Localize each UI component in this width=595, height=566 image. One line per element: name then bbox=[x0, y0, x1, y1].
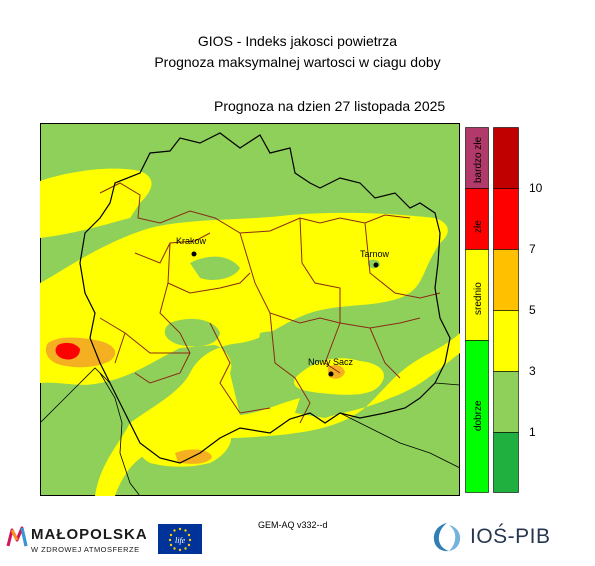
city-krakow: Krakow bbox=[176, 236, 207, 257]
scale-tick: 3 bbox=[529, 364, 536, 378]
malopolska-logo-icon bbox=[6, 526, 28, 547]
scale-step bbox=[493, 249, 519, 311]
city-label-tarnow: Tarnow bbox=[360, 249, 390, 259]
neighbor-borders bbox=[40, 367, 460, 496]
forecast-map: Krakow Tarnow Nowy Sacz bbox=[40, 123, 460, 496]
category-legend: bardzo złe złe srednio dobrze bbox=[465, 127, 489, 493]
map-subtitle: Prognoza maksymalnej wartosci w ciagu do… bbox=[154, 54, 441, 70]
region-border bbox=[79, 132, 451, 464]
city-label-krakow: Krakow bbox=[176, 236, 207, 246]
model-version: GEM-AQ v332--d bbox=[258, 520, 328, 530]
pollution-zone-green bbox=[190, 256, 240, 280]
city-tarnow: Tarnow bbox=[360, 249, 390, 268]
scale-tick: 7 bbox=[529, 242, 536, 256]
pollution-zone-red bbox=[55, 342, 80, 360]
forecast-label: Prognoza na dzien bbox=[214, 98, 331, 114]
malopolska-name: MAŁOPOLSKA bbox=[31, 526, 148, 543]
eu-life-text: life bbox=[175, 536, 186, 545]
color-scale bbox=[493, 127, 519, 493]
pollution-zone-green bbox=[164, 318, 220, 347]
pollution-zone-green bbox=[258, 331, 291, 353]
city-label-nowy-sacz: Nowy Sacz bbox=[308, 357, 354, 367]
ios-pib-logo-icon bbox=[433, 523, 461, 552]
scale-tick: 1 bbox=[529, 425, 536, 439]
scale-step bbox=[493, 127, 519, 189]
malopolska-slogan: W ZDROWEJ ATMOSFERZE bbox=[31, 545, 140, 554]
category-label-very-bad: bardzo złe bbox=[473, 136, 484, 183]
map-title: GIOS - Indeks jakosci powietrza bbox=[197, 33, 398, 49]
scale-step bbox=[493, 310, 519, 372]
district-borders bbox=[99, 182, 441, 424]
eu-life-logo: life bbox=[158, 524, 202, 554]
pollution-zone-yellow bbox=[40, 168, 152, 238]
scale-tick: 10 bbox=[529, 181, 543, 195]
category-label-moderate: srednio bbox=[473, 282, 484, 315]
scale-tick: 5 bbox=[529, 303, 536, 317]
forecast-date-line: Prognoza na dzien 27 listopada 2025 bbox=[214, 98, 445, 114]
scale-step bbox=[493, 188, 519, 250]
city-nowy-sacz: Nowy Sacz bbox=[308, 357, 354, 377]
forecast-date: 27 listopada 2025 bbox=[334, 98, 446, 114]
category-label-good: dobrze bbox=[473, 400, 484, 431]
scale-step bbox=[493, 371, 519, 433]
category-bad bbox=[465, 188, 489, 250]
category-label-bad: złe bbox=[473, 220, 484, 233]
category-good bbox=[465, 340, 489, 493]
scale-step bbox=[493, 432, 519, 493]
ios-pib-name: IOŚ-PIB bbox=[470, 525, 551, 548]
